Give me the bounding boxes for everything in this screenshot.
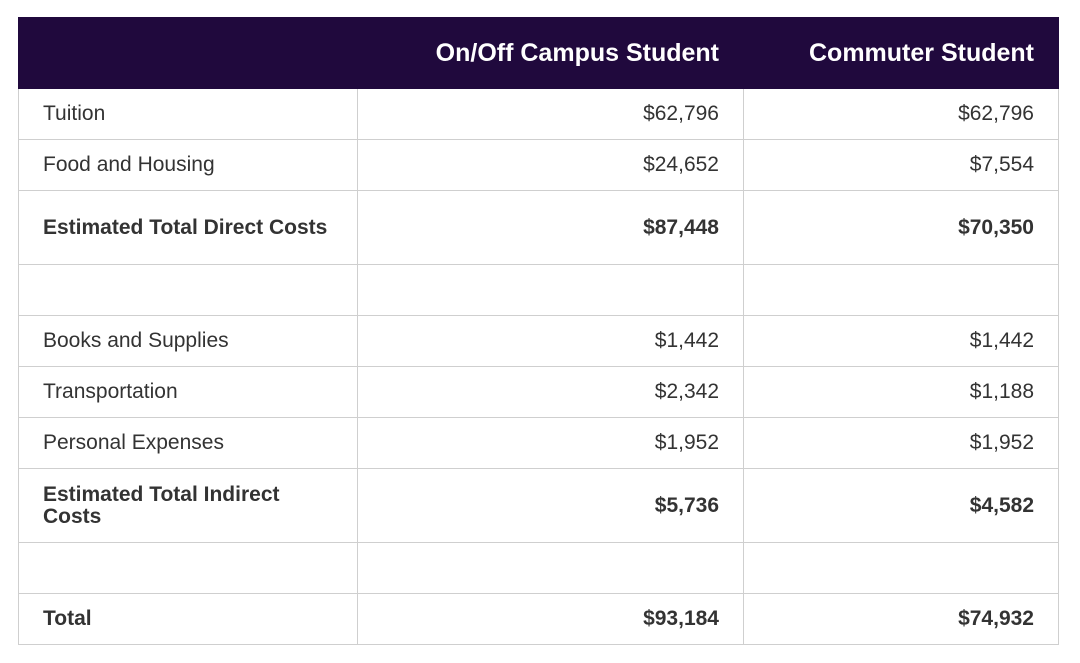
spacer-row (18, 264, 1059, 316)
empty-cell (18, 264, 358, 316)
row-label: Books and Supplies (43, 329, 229, 352)
value-cell: $5,736 (357, 468, 744, 543)
row-label: Food and Housing (43, 153, 215, 176)
value-cell: $24,652 (357, 139, 744, 191)
row-label: Tuition (43, 102, 106, 125)
value-cell: $1,952 (357, 417, 744, 469)
header-row: On/Off Campus Student Commuter Student (18, 17, 1059, 89)
table-row: Transportation $2,342 $1,188 (18, 366, 1059, 418)
row-label-cell: Total (18, 593, 358, 645)
empty-cell (743, 264, 1059, 316)
table-header: On/Off Campus Student Commuter Student (18, 17, 1059, 89)
row-label: Total (43, 607, 92, 630)
table-body: Tuition $62,796 $62,796 Food and Housing $24… (18, 88, 1059, 645)
value-cell: $1,188 (743, 366, 1059, 418)
row-label-cell: Transportation (18, 366, 358, 418)
value-cell: $87,448 (357, 190, 744, 265)
spacer-row (18, 542, 1059, 594)
row-label-cell: Food and Housing (18, 139, 358, 191)
value-cell: $7,554 (743, 139, 1059, 191)
row-label: Estimated Total Direct Costs (43, 215, 328, 239)
value-cell: $62,796 (357, 88, 744, 140)
row-label-cell: Personal Expenses (18, 417, 358, 469)
cost-table: On/Off Campus Student Commuter Student T… (18, 17, 1059, 645)
row-label: Estimated Total Indirect Costs (43, 482, 280, 528)
row-label-cell: Tuition (18, 88, 358, 140)
row-label-cell: Books and Supplies (18, 315, 358, 367)
empty-cell (18, 542, 358, 594)
value-cell: $93,184 (357, 593, 744, 645)
table-row: Tuition $62,796 $62,796 (18, 88, 1059, 140)
value-cell: $74,932 (743, 593, 1059, 645)
row-label-cell: Estimated Total Indirect Costs (18, 468, 358, 543)
table-row: Estimated Total Direct Costs $87,448 $70,3… (18, 190, 1059, 265)
header-cell: On/Off Campus Student (357, 17, 744, 89)
value-cell: $62,796 (743, 88, 1059, 140)
value-cell: $1,442 (357, 315, 744, 367)
value-cell: $1,442 (743, 315, 1059, 367)
header-cell: Commuter Student (743, 17, 1059, 89)
empty-cell (743, 542, 1059, 594)
table-row: Estimated Total Indirect Costs $5,736 $4,5… (18, 468, 1059, 543)
empty-cell (357, 542, 744, 594)
header-cell (18, 17, 358, 89)
value-cell: $4,582 (743, 468, 1059, 543)
table-row: Food and Housing $24,652 $7,554 (18, 139, 1059, 191)
row-label-cell: Estimated Total Direct Costs (18, 190, 358, 265)
value-cell: $70,350 (743, 190, 1059, 265)
value-cell: $1,952 (743, 417, 1059, 469)
table-row: Personal Expenses $1,952 $1,952 (18, 417, 1059, 469)
value-cell: $2,342 (357, 366, 744, 418)
table-row: Books and Supplies $1,442 $1,442 (18, 315, 1059, 367)
row-label: Personal Expenses (43, 431, 224, 454)
table-row: Total $93,184 $74,932 (18, 593, 1059, 645)
row-label: Transportation (43, 380, 178, 403)
empty-cell (357, 264, 744, 316)
